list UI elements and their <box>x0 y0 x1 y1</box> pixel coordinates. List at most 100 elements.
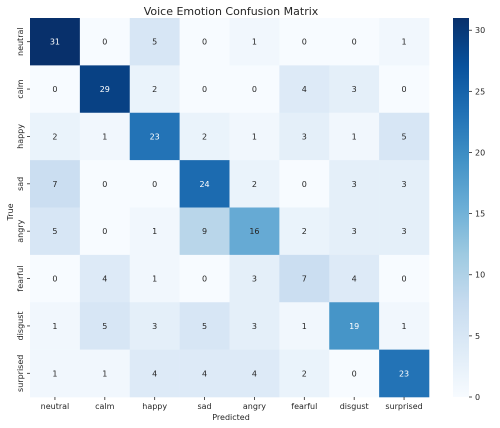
heatmap-cell <box>329 254 380 303</box>
heatmap-cell <box>179 160 230 208</box>
y-axis-label: True <box>6 203 15 221</box>
heatmap-cell <box>229 65 280 114</box>
cell-value-label: 4 <box>302 85 307 94</box>
cell-value-label: 5 <box>52 227 57 236</box>
cell-value-label: 5 <box>152 38 157 47</box>
heatmap-cell <box>379 65 430 114</box>
heatmap-cell <box>30 254 81 303</box>
heatmap-cell <box>79 160 131 208</box>
heatmap-cell <box>30 65 81 114</box>
cell-value-label: 0 <box>52 85 57 94</box>
heatmap-cell <box>379 160 430 208</box>
cell-value-label: 1 <box>402 38 407 47</box>
y-tick-label: disgust <box>16 311 25 340</box>
heatmap-cell <box>30 349 81 398</box>
x-tick-label: calm <box>95 402 115 411</box>
cell-value-label: 1 <box>152 275 157 284</box>
cell-value-label: 0 <box>102 38 107 47</box>
heatmap-cell <box>129 112 180 161</box>
y-tick-label: fearful <box>16 266 25 292</box>
x-tick-label: disgust <box>340 402 369 411</box>
heatmap-cell <box>30 207 81 256</box>
cell-value-label: 1 <box>102 132 107 141</box>
cell-value-label: 31 <box>50 38 60 47</box>
heatmap-cell <box>279 254 330 303</box>
cell-value-label: 23 <box>150 132 160 141</box>
cell-value-label: 3 <box>352 180 357 189</box>
cell-value-label: 0 <box>302 38 307 47</box>
heatmap-cell <box>329 302 380 350</box>
heatmap-cell <box>129 349 180 398</box>
heatmap-cell <box>379 254 430 303</box>
cell-value-label: 2 <box>202 132 207 141</box>
cell-value-label: 0 <box>302 180 307 189</box>
cell-value-label: 16 <box>249 227 259 236</box>
cell-value-label: 5 <box>102 322 107 331</box>
heatmap-cell <box>229 160 280 208</box>
x-tick-label: fearful <box>291 402 317 411</box>
cell-value-label: 0 <box>52 275 57 284</box>
cell-value-label: 1 <box>402 322 407 331</box>
colorbar-ticks: 0 5 10 15 20 25 30 <box>469 26 485 402</box>
heatmap-cell <box>179 207 230 256</box>
heatmap-cell <box>129 302 180 350</box>
cell-value-label: 4 <box>352 275 357 284</box>
cell-value-label: 3 <box>402 227 407 236</box>
heatmap-cell <box>129 18 180 66</box>
cell-value-label: 24 <box>199 180 209 189</box>
colorbar-tick-label: 15 <box>475 210 485 219</box>
y-tick-label: angry <box>16 219 25 242</box>
cell-value-label: 0 <box>202 85 207 94</box>
colorbar-tick-label: 20 <box>475 148 485 157</box>
heatmap-cell <box>179 112 230 161</box>
heatmap-cell <box>329 349 380 398</box>
heatmap-cell <box>30 160 81 208</box>
heatmap-cell <box>279 349 330 398</box>
y-tick-label: neutral <box>16 27 25 56</box>
cell-value-label: 3 <box>252 322 257 331</box>
heatmap-cell <box>279 112 330 161</box>
heatmap-cell <box>329 207 380 256</box>
heatmap-cell <box>30 112 81 161</box>
cell-value-label: 1 <box>302 322 307 331</box>
heatmap-cell <box>379 112 430 161</box>
cell-value-label: 0 <box>102 180 107 189</box>
heatmap-cell <box>179 349 230 398</box>
heatmap-cell <box>79 349 131 398</box>
chart-title: Voice Emotion Confusion Matrix <box>144 5 319 18</box>
cell-value-label: 1 <box>52 322 57 331</box>
cell-value-label: 3 <box>352 85 357 94</box>
colorbar <box>453 18 469 397</box>
cell-value-label: 3 <box>252 275 257 284</box>
heatmap-cell <box>229 254 280 303</box>
heatmap-cell <box>229 349 280 398</box>
cell-value-label: 0 <box>252 85 257 94</box>
heatmap-cell <box>129 65 180 114</box>
cell-value-label: 1 <box>52 369 57 378</box>
heatmap-cell <box>379 207 430 256</box>
heatmap-cell <box>279 18 330 66</box>
cell-value-label: 7 <box>52 180 57 189</box>
y-tick-label: sad <box>16 177 25 191</box>
x-tick-label: neutral <box>41 402 70 411</box>
heatmap-cell <box>79 302 131 350</box>
heatmap-cell <box>229 18 280 66</box>
cell-value-label: 4 <box>252 369 257 378</box>
cell-value-label: 3 <box>402 180 407 189</box>
cell-value-label: 4 <box>152 369 157 378</box>
y-tick-label: calm <box>16 79 25 99</box>
cell-value-label: 0 <box>402 85 407 94</box>
cell-value-label: 0 <box>202 275 207 284</box>
cell-value-label: 19 <box>349 322 359 331</box>
colorbar-tick-label: 0 <box>475 393 480 402</box>
cell-value-label: 0 <box>102 227 107 236</box>
x-axis-ticks: neutral calm happy sad angry fearful disgust su… <box>41 397 423 411</box>
heatmap-cell <box>179 302 230 350</box>
x-axis-label: Predicted <box>212 413 250 422</box>
cell-value-label: 1 <box>352 132 357 141</box>
cell-value-label: 9 <box>202 227 207 236</box>
heatmap-cell <box>129 160 180 208</box>
heatmap-cell <box>79 112 131 161</box>
cell-value-label: 3 <box>302 132 307 141</box>
y-tick-label: happy <box>16 124 25 149</box>
